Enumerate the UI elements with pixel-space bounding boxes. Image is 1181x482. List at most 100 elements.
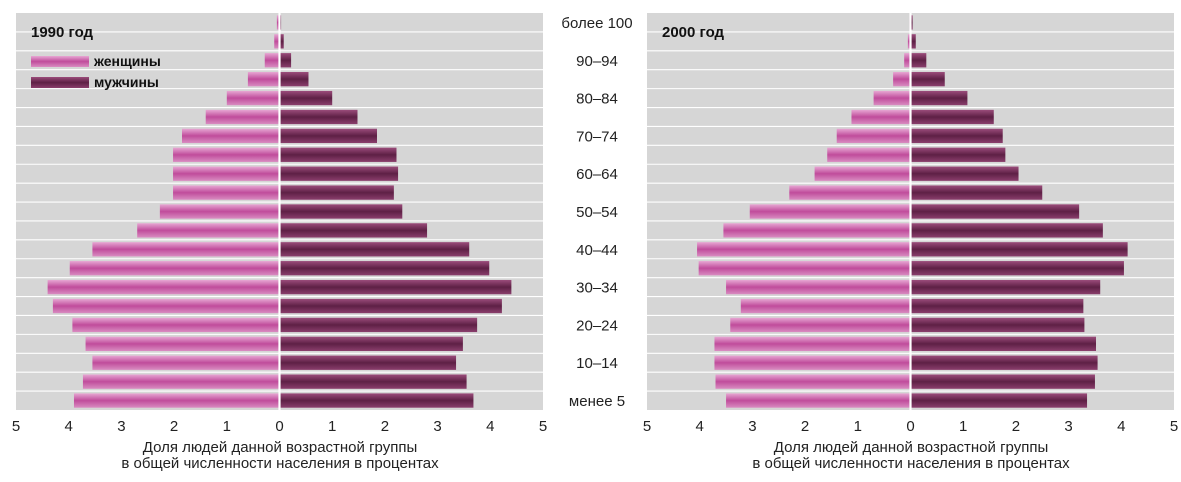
x-tick-label: 1 — [854, 418, 862, 435]
bar-male-20–24 — [910, 317, 1085, 333]
x-axis-label-2000: Доля людей данной возрастной группы в об… — [631, 440, 1181, 472]
x-tick-label: 5 — [1170, 418, 1178, 435]
bar-female-50–54 — [749, 204, 911, 219]
bar-male-35–39 — [279, 261, 490, 276]
bar-female-30–34 — [726, 279, 911, 295]
pyramid-1990: 5 4 3 2 1 0 1 2 3 4 5 1990 год женщины мужчины — [12, 13, 547, 435]
bar-female-85–89 — [893, 72, 911, 87]
bar-male-20–24 — [279, 317, 478, 333]
bar-male-65–69 — [279, 147, 397, 162]
age-group-label: 50–54 — [576, 204, 618, 221]
bar-male-80–84 — [279, 90, 333, 106]
bar-female-45–49 — [723, 223, 911, 238]
bar-male-менее 5 — [279, 393, 474, 408]
bar-female-90–94 — [264, 53, 280, 68]
bar-female-20–24 — [72, 317, 280, 333]
age-group-label: более 100 — [561, 15, 632, 32]
bar-male-50–54 — [910, 204, 1080, 219]
bar-female-80–84 — [873, 90, 911, 106]
x-axis-label-line-2: в общей численности населения в процента… — [752, 455, 1070, 472]
bar-male-60–64 — [910, 166, 1019, 181]
bar-female-30–34 — [47, 279, 280, 295]
bar-male-30–34 — [279, 279, 512, 295]
x-tick-label: 1 — [959, 418, 967, 435]
x-tick-label: 4 — [696, 418, 704, 435]
bar-male-85–89 — [910, 72, 945, 87]
age-group-label: 70–74 — [576, 128, 618, 145]
bar-female-40–44 — [92, 242, 280, 257]
bar-female-10–14 — [92, 355, 280, 370]
legend-swatch-female — [31, 56, 89, 67]
bar-female-25–29 — [740, 298, 911, 314]
bar-male-90–94 — [279, 53, 292, 68]
bar-male-70–74 — [910, 128, 1003, 144]
age-group-label: 90–94 — [576, 53, 618, 70]
bar-male-40–44 — [279, 242, 470, 257]
bar-female-55–59 — [789, 185, 911, 200]
bar-female-45–49 — [137, 223, 280, 238]
bar-male-5–9 — [910, 374, 1095, 389]
bar-male-15–19 — [910, 336, 1097, 351]
bar-female-90–94 — [904, 53, 911, 68]
x-tick-label: 2 — [801, 418, 809, 435]
bar-female-70–74 — [836, 128, 911, 144]
bar-male-60–64 — [279, 166, 399, 181]
bar-female-35–39 — [69, 261, 280, 276]
x-tick-label: 5 — [643, 418, 651, 435]
bar-female-55–59 — [173, 185, 280, 200]
bar-male-30–34 — [910, 279, 1101, 295]
x-tick-label: 2 — [1012, 418, 1020, 435]
bar-male-80–84 — [910, 90, 968, 106]
x-axis-label-line-2: в общей численности населения в процента… — [121, 455, 439, 472]
bar-female-60–64 — [173, 166, 280, 181]
x-tick-label: 3 — [1064, 418, 1072, 435]
x-axis-label-line-1: Доля людей данной возрастной группы — [773, 439, 1049, 456]
bar-male-10–14 — [910, 355, 1098, 370]
bar-male-35–39 — [910, 261, 1124, 276]
age-group-label: 80–84 — [576, 91, 618, 108]
x-tick-label: 1 — [328, 418, 336, 435]
bar-male-40–44 — [910, 242, 1128, 257]
age-group-label: 40–44 — [576, 242, 618, 259]
bar-female-5–9 — [82, 374, 280, 389]
chart-title: 1990 год — [31, 24, 94, 41]
bar-female-35–39 — [698, 261, 911, 276]
x-tick-label: 0 — [906, 418, 914, 435]
bar-male-45–49 — [279, 223, 428, 238]
age-group-label: менее 5 — [569, 393, 625, 410]
bar-male-менее 5 — [910, 393, 1088, 408]
bar-female-15–19 — [714, 336, 911, 351]
legend-label: женщины — [93, 53, 161, 69]
bar-female-75–79 — [205, 109, 280, 125]
bar-female-50–54 — [159, 204, 280, 219]
bar-female-менее 5 — [73, 393, 280, 408]
x-tick-label: 3 — [433, 418, 441, 435]
legend-swatch-male — [31, 77, 89, 88]
bar-female-10–14 — [714, 355, 911, 370]
bar-male-5–9 — [279, 374, 467, 389]
bar-male-75–79 — [279, 109, 358, 125]
x-axis-label-line-1: Доля людей данной возрастной группы — [142, 439, 418, 456]
bar-female-25–29 — [52, 298, 280, 314]
age-group-label: 10–14 — [576, 355, 618, 372]
bar-male-55–59 — [910, 185, 1043, 200]
bar-female-5–9 — [715, 374, 911, 389]
x-axis-label-1990: Доля людей данной возрастной группы в об… — [0, 440, 560, 472]
bar-male-45–49 — [910, 223, 1103, 238]
x-tick-label: 5 — [12, 418, 20, 435]
age-group-label: 30–34 — [576, 280, 618, 297]
x-tick-label: 4 — [486, 418, 494, 435]
x-tick-label: 2 — [381, 418, 389, 435]
bar-female-95–99 — [907, 34, 911, 49]
bar-male-90–94 — [910, 53, 927, 68]
bar-female-20–24 — [730, 317, 911, 333]
x-tick-label: 3 — [748, 418, 756, 435]
bar-female-менее 5 — [726, 393, 911, 408]
age-group-labels: более 100 90–94 80–84 70–74 60–64 50–54 40–44 3… — [561, 15, 632, 410]
bar-male-70–74 — [279, 128, 377, 144]
bar-male-95–99 — [279, 34, 284, 49]
bar-male-25–29 — [279, 298, 502, 314]
bar-male-65–69 — [910, 147, 1006, 162]
bar-female-60–64 — [814, 166, 911, 181]
